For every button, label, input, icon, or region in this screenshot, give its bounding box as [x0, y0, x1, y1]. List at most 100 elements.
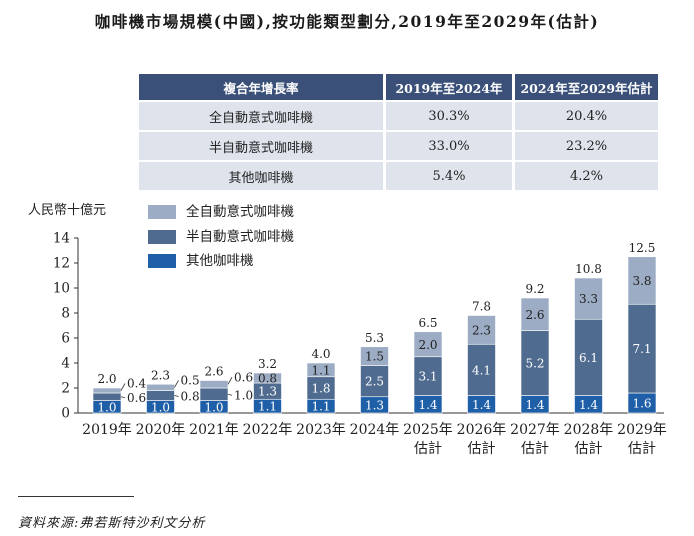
- bar-segment: [574, 277, 603, 320]
- total-label: 3.2: [258, 357, 277, 371]
- cagr-value: 20.4%: [512, 100, 658, 130]
- callout-line: [227, 377, 233, 385]
- bar-segment: [467, 315, 496, 345]
- y-axis-label: 人民幣十億元: [28, 202, 106, 218]
- x-tick-label: 2025年: [403, 422, 453, 438]
- data-label: 6.1: [579, 351, 598, 365]
- bar-segment: [306, 362, 336, 378]
- legend-swatch: [148, 254, 176, 268]
- total-label: 2.6: [204, 365, 223, 379]
- x-tick-label: 2029年: [617, 422, 667, 438]
- x-tick-label: 估計: [468, 441, 496, 457]
- data-label: 1.5: [365, 350, 384, 364]
- cagr-value: 33.0%: [383, 130, 512, 160]
- data-label: 1.4: [525, 398, 544, 412]
- x-tick-label: 2024年: [350, 422, 400, 438]
- x-tick-label: 2028年: [564, 422, 614, 438]
- x-tick-label: 估計: [414, 441, 442, 457]
- y-tick-label: 0: [61, 406, 70, 422]
- x-tick-label: 2027年: [510, 422, 560, 438]
- bar-segment: [520, 297, 550, 331]
- cagr-table: 複合年增長率 2019年至2024年 2024年至2029年估計 全自動意式咖啡…: [139, 74, 658, 190]
- data-label: 0.6: [234, 370, 253, 384]
- callout-line: [174, 395, 179, 397]
- total-label: 4.0: [311, 347, 330, 361]
- bar-segment: [146, 383, 175, 391]
- y-tick-label: 4: [61, 356, 70, 372]
- data-label: 0.4: [127, 377, 146, 391]
- total-label: 7.8: [472, 300, 491, 314]
- y-tick-label: 10: [53, 281, 70, 297]
- legend-swatch: [148, 205, 176, 219]
- total-label: 9.2: [525, 282, 544, 296]
- data-label: 1.1: [258, 400, 277, 414]
- cagr-header-period2: 2024年至2029年估計: [512, 74, 658, 100]
- callout-line: [120, 383, 126, 391]
- total-label: 2.0: [97, 372, 116, 386]
- data-label: 4.1: [472, 363, 491, 377]
- total-label: 10.8: [575, 262, 602, 276]
- bar-segment: [199, 380, 229, 389]
- bar-segment: [146, 390, 175, 401]
- y-tick-label: 12: [53, 256, 70, 272]
- data-label: 1.1: [311, 363, 330, 377]
- data-label: 7.1: [632, 342, 651, 356]
- x-tick-label: 估計: [575, 441, 603, 457]
- total-label: 2.3: [151, 368, 170, 382]
- bar-segment: [520, 330, 550, 396]
- legend-label: 半自動意式咖啡機: [186, 228, 294, 245]
- data-label: 1.3: [258, 385, 277, 399]
- legend-label: 其他咖啡機: [186, 253, 254, 269]
- cagr-value: 23.2%: [512, 130, 658, 160]
- data-label: 1.4: [472, 398, 491, 412]
- bar-segment: [253, 372, 282, 384]
- cagr-header-row: 複合年增長率 2019年至2024年 2024年至2029年估計: [139, 74, 658, 100]
- data-label: 3.1: [418, 370, 437, 384]
- data-label: 2.5: [365, 375, 384, 389]
- bar-segment: [413, 356, 443, 396]
- data-label: 0.5: [181, 373, 200, 387]
- x-tick-label: 2020年: [136, 422, 186, 438]
- data-label: 1.0: [151, 400, 170, 414]
- data-label: 3.8: [632, 274, 651, 288]
- cagr-value: 30.3%: [383, 100, 512, 130]
- x-tick-label: 估計: [628, 441, 656, 457]
- data-label: 1.6: [632, 397, 651, 411]
- data-label: 1.8: [311, 382, 330, 396]
- cagr-row-label: 半自動意式咖啡機: [139, 130, 383, 160]
- total-label: 5.3: [365, 331, 384, 345]
- data-label: 2.3: [472, 323, 491, 337]
- y-tick-label: 2: [61, 381, 70, 397]
- data-label: 1.4: [579, 398, 598, 412]
- bar-segment: [467, 343, 496, 396]
- chart-title: 咖啡機市場規模(中國),按功能類型劃分,2019年至2029年(估計): [94, 12, 600, 31]
- data-label: 0.8: [181, 390, 200, 404]
- bar-segment: [574, 318, 603, 396]
- data-label: 5.2: [525, 357, 544, 371]
- source-note: 資料來源:弗若斯特沙利文分析: [18, 516, 206, 531]
- data-label: 2.0: [418, 338, 437, 352]
- bar-segment: [360, 365, 389, 398]
- legend-label: 全自動意式咖啡機: [186, 203, 294, 220]
- table-row: 全自動意式咖啡機 30.3% 20.4%: [139, 100, 658, 130]
- cagr-header-label: 複合年增長率: [139, 74, 383, 100]
- y-tick-label: 8: [61, 306, 70, 322]
- x-tick-label: 2019年: [82, 422, 132, 438]
- x-tick-label: 估計: [521, 441, 549, 457]
- cagr-row-label: 全自動意式咖啡機: [139, 100, 383, 130]
- table-row: 半自動意式咖啡機 33.0% 23.2%: [139, 130, 658, 160]
- data-label: 2.6: [525, 308, 544, 322]
- x-tick-label: 2021年: [189, 422, 239, 438]
- table-row: 其他咖啡機 5.4% 4.2%: [139, 160, 658, 190]
- data-label: 1.3: [365, 398, 384, 412]
- callout-line: [227, 393, 233, 396]
- x-tick-label: 2026年: [457, 422, 507, 438]
- x-tick-label: 2023年: [296, 422, 346, 438]
- data-label: 1.0: [204, 400, 223, 414]
- data-label: 1.0: [97, 400, 116, 414]
- legend-swatch: [148, 230, 176, 244]
- data-label: 0.8: [258, 372, 277, 386]
- source-divider: [18, 496, 134, 497]
- callout-line: [120, 396, 126, 399]
